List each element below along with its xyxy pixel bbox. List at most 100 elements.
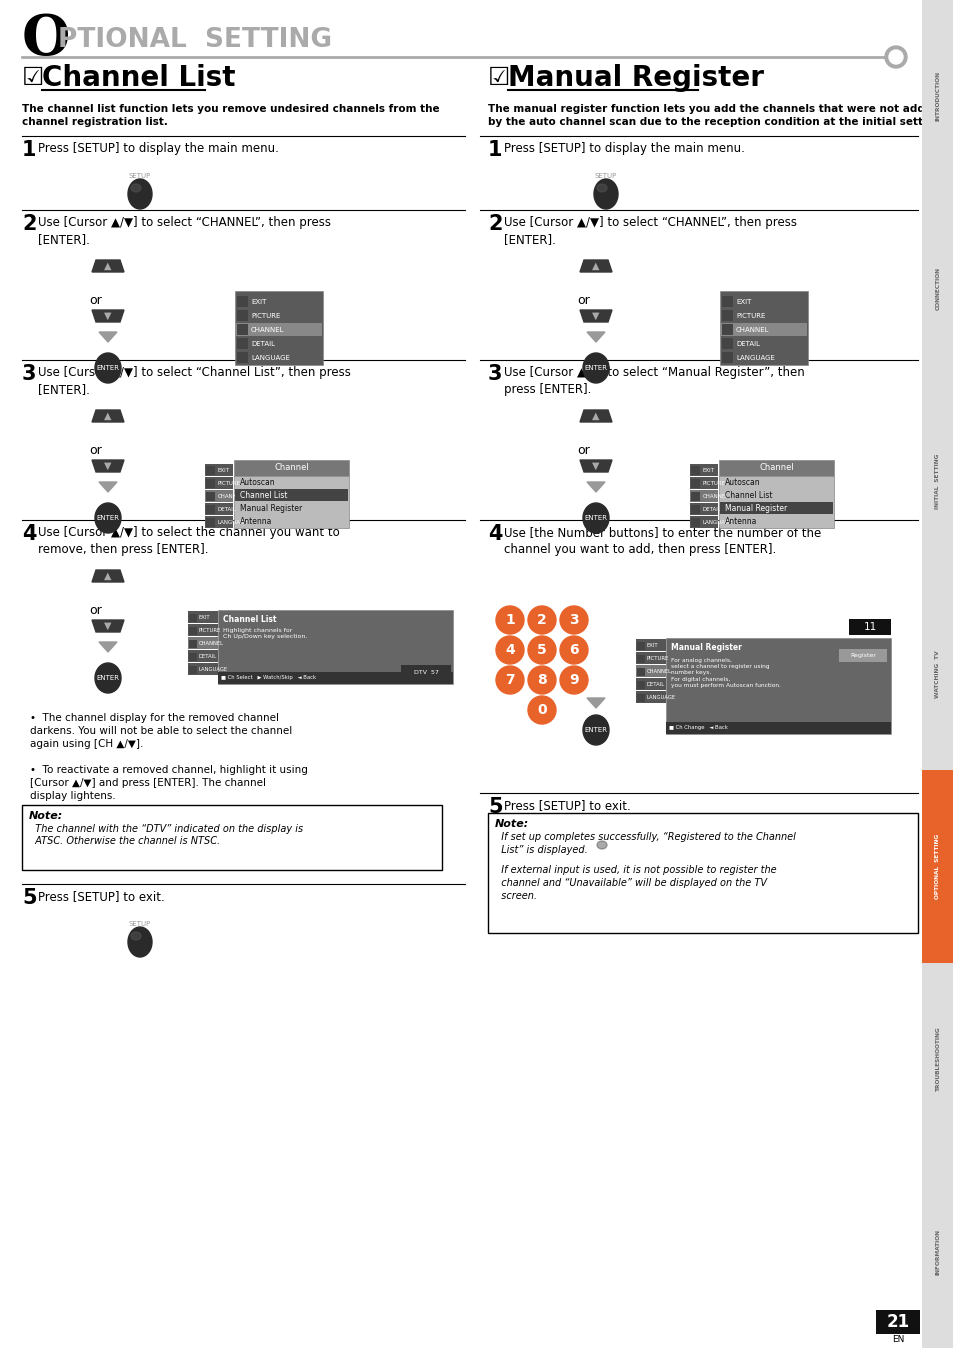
Text: ☑: ☑ xyxy=(488,66,510,90)
Text: Highlight channels for
Ch Up/Down key selection.: Highlight channels for Ch Up/Down key se… xyxy=(223,628,307,639)
Text: 2: 2 xyxy=(488,214,502,235)
Circle shape xyxy=(527,636,556,665)
Text: 3: 3 xyxy=(488,364,502,384)
Text: DETAIL: DETAIL xyxy=(702,507,721,512)
Bar xyxy=(236,310,248,321)
Text: or: or xyxy=(90,604,102,616)
Text: PICTURE: PICTURE xyxy=(646,656,669,661)
Bar xyxy=(188,638,218,648)
Text: ENTER: ENTER xyxy=(584,365,607,371)
Polygon shape xyxy=(91,410,124,422)
Bar xyxy=(720,350,806,364)
Text: ▲: ▲ xyxy=(104,262,112,271)
Bar xyxy=(235,295,322,307)
Text: Press [SETUP] to exit.: Press [SETUP] to exit. xyxy=(503,799,630,811)
Bar xyxy=(637,655,644,663)
Text: 1: 1 xyxy=(22,140,36,160)
Text: Press [SETUP] to display the main menu.: Press [SETUP] to display the main menu. xyxy=(38,142,278,155)
Text: SETUP: SETUP xyxy=(129,921,151,927)
Bar xyxy=(236,297,248,307)
Text: Manual Register: Manual Register xyxy=(724,504,786,514)
Bar xyxy=(236,352,248,363)
Bar xyxy=(689,477,718,489)
Polygon shape xyxy=(99,332,117,342)
Text: O: O xyxy=(22,12,71,67)
Text: 5: 5 xyxy=(537,643,546,656)
Bar xyxy=(205,516,233,528)
Text: For analog channels,
select a channel to register using
number keys.
For digital: For analog channels, select a channel to… xyxy=(670,658,781,687)
Text: EXIT: EXIT xyxy=(735,299,751,305)
Text: Manual Register: Manual Register xyxy=(670,643,741,652)
Ellipse shape xyxy=(582,503,608,532)
Text: PICTURE: PICTURE xyxy=(218,481,241,487)
Bar xyxy=(689,516,718,528)
Text: ▲: ▲ xyxy=(592,262,599,271)
Text: The manual register function lets you add the channels that were not added
by th: The manual register function lets you ad… xyxy=(488,104,944,127)
Text: or: or xyxy=(577,443,590,457)
Text: EXIT: EXIT xyxy=(199,615,211,620)
Bar xyxy=(921,0,953,193)
Bar xyxy=(400,665,451,679)
Text: INFORMATION: INFORMATION xyxy=(935,1229,940,1275)
Circle shape xyxy=(496,666,523,694)
Text: ▼: ▼ xyxy=(592,311,599,321)
Text: ▼: ▼ xyxy=(104,311,112,321)
Text: TROUBLESHOOTING: TROUBLESHOOTING xyxy=(935,1027,940,1092)
Text: LANGUAGE: LANGUAGE xyxy=(251,355,290,361)
Text: 5: 5 xyxy=(488,797,502,817)
Text: EXIT: EXIT xyxy=(251,299,266,305)
Bar xyxy=(205,503,233,515)
Text: Channel: Channel xyxy=(759,464,793,473)
Circle shape xyxy=(527,666,556,694)
Text: INITIAL  SETTING: INITIAL SETTING xyxy=(935,454,940,510)
Text: PICTURE: PICTURE xyxy=(702,481,725,487)
Text: •  The channel display for the removed channel
darkens. You will not be able to : • The channel display for the removed ch… xyxy=(30,713,292,749)
Text: Autoscan: Autoscan xyxy=(724,479,760,487)
Text: 2: 2 xyxy=(22,214,36,235)
Circle shape xyxy=(559,607,587,634)
Text: Channel List: Channel List xyxy=(724,491,772,500)
Text: Channel List: Channel List xyxy=(223,615,276,624)
Bar xyxy=(235,309,322,322)
Bar xyxy=(206,506,214,514)
Text: Antenna: Antenna xyxy=(724,518,757,526)
Ellipse shape xyxy=(95,353,121,383)
Bar xyxy=(838,648,886,662)
Text: Use [Cursor ▲/▼] to select “Manual Register”, then
press [ENTER].: Use [Cursor ▲/▼] to select “Manual Regis… xyxy=(503,367,804,396)
Bar xyxy=(921,193,953,386)
Text: INTRODUCTION: INTRODUCTION xyxy=(935,71,940,121)
Text: PICTURE: PICTURE xyxy=(199,628,221,634)
Text: ▲: ▲ xyxy=(104,572,112,581)
Bar xyxy=(636,678,665,690)
Text: Use [Cursor ▲/▼] to select “Channel List”, then press
[ENTER].: Use [Cursor ▲/▼] to select “Channel List… xyxy=(38,367,351,396)
Bar xyxy=(921,770,953,962)
Bar xyxy=(233,476,349,528)
Text: The channel list function lets you remove undesired channels from the
channel re: The channel list function lets you remov… xyxy=(22,104,439,127)
Text: or: or xyxy=(90,294,102,306)
Bar xyxy=(921,1155,953,1348)
Bar xyxy=(720,501,832,514)
Bar xyxy=(720,309,806,322)
Text: PTIONAL  SETTING: PTIONAL SETTING xyxy=(58,27,332,53)
Bar xyxy=(721,310,732,321)
Bar xyxy=(719,460,833,476)
Polygon shape xyxy=(586,332,604,342)
Polygon shape xyxy=(91,620,124,632)
Bar xyxy=(636,652,665,665)
Text: CHANNEL: CHANNEL xyxy=(735,328,769,333)
Polygon shape xyxy=(579,410,612,422)
Bar xyxy=(234,291,323,365)
Text: ▲: ▲ xyxy=(592,411,599,421)
Bar xyxy=(719,476,833,528)
Bar xyxy=(720,295,806,307)
Bar xyxy=(188,611,218,623)
Polygon shape xyxy=(586,698,604,708)
Bar xyxy=(235,337,322,350)
Text: CONNECTION: CONNECTION xyxy=(935,267,940,310)
Polygon shape xyxy=(91,570,124,582)
Ellipse shape xyxy=(597,183,606,191)
Text: 1: 1 xyxy=(504,613,515,627)
Bar xyxy=(189,666,196,674)
Text: ENTER: ENTER xyxy=(584,515,607,520)
Text: 1: 1 xyxy=(488,140,502,160)
